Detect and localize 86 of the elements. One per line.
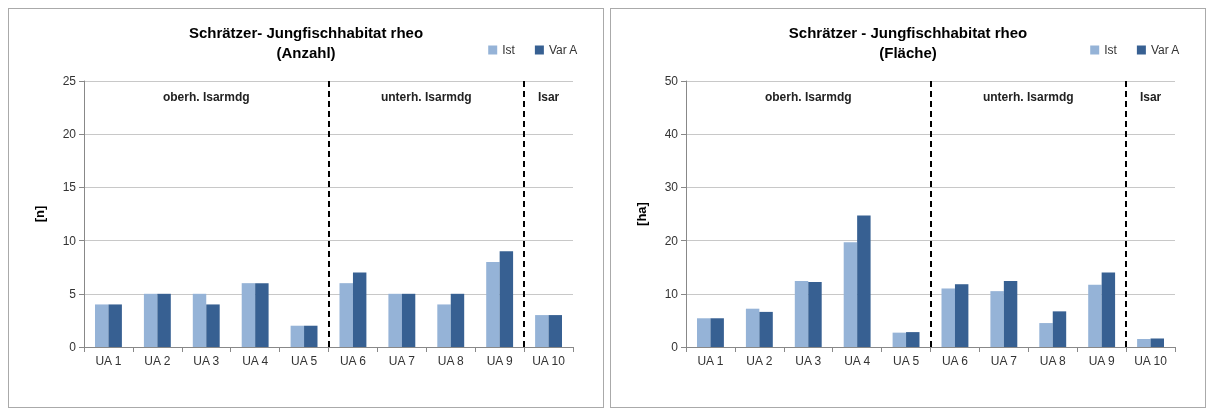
bar	[486, 261, 500, 347]
x-tick-label: UA 5	[893, 354, 920, 368]
bar	[1088, 284, 1102, 347]
bar	[108, 304, 122, 347]
bar	[388, 293, 402, 347]
chart-title: Schrätzer - Jungfischhabitat rheo (Fläche)	[788, 23, 1028, 61]
bar	[206, 304, 220, 347]
bar	[941, 288, 955, 347]
bar	[1101, 272, 1116, 347]
bar	[808, 282, 822, 347]
y-tick-label: 15	[62, 180, 77, 195]
bar	[906, 332, 920, 347]
x-tick-label: UA 3	[193, 354, 220, 368]
y-axis-title: [ha]	[634, 202, 649, 226]
bar	[954, 284, 969, 347]
x-tick-label: UA 1	[95, 354, 122, 368]
chart-title: Schrätzer- Jungfischhabitat rheo (Anzahl)	[188, 23, 424, 61]
x-tick-label: UA 4	[844, 354, 871, 368]
x-tick-label: UA 7	[990, 354, 1018, 368]
bar	[892, 332, 907, 347]
y-tick-label: 10	[62, 233, 77, 248]
annotation: Isar	[537, 90, 560, 104]
bar	[745, 308, 760, 347]
y-tick-label: 50	[664, 74, 679, 88]
x-tick-label: UA 9	[486, 354, 513, 368]
x-tick-label: UA 1	[697, 354, 724, 368]
y-tick-label: 5	[69, 286, 77, 301]
x-tick-label: UA 10	[1134, 354, 1168, 368]
bar	[157, 293, 171, 347]
bar	[1039, 323, 1053, 347]
bar	[95, 304, 109, 347]
x-tick-label: UA 8	[437, 354, 465, 368]
bar	[241, 283, 256, 347]
bar	[1052, 311, 1067, 347]
x-tick-label: UA 8	[1039, 354, 1067, 368]
annotation: unterh. Isarmdg	[982, 90, 1074, 104]
bar	[143, 293, 158, 347]
bar	[304, 325, 318, 347]
bar	[759, 311, 773, 347]
x-tick-label: UA 10	[532, 354, 566, 368]
bar	[352, 272, 367, 347]
bar	[1137, 339, 1151, 347]
x-tick-label: UA 7	[388, 354, 416, 368]
x-tick-label: UA 4	[242, 354, 269, 368]
bar	[857, 215, 871, 347]
bar	[339, 283, 353, 347]
bar	[1150, 338, 1164, 347]
y-tick-label: 0	[671, 340, 679, 354]
bar	[990, 291, 1004, 347]
y-tick-label: 20	[664, 233, 679, 248]
bar	[794, 281, 809, 347]
legend-label: Ist	[1104, 43, 1118, 57]
annotation: oberh. Isarmdg	[162, 90, 250, 104]
bar	[450, 293, 465, 347]
annotation: unterh. Isarmdg	[380, 90, 472, 104]
annotation: oberh. Isarmdg	[764, 90, 852, 104]
bar	[535, 315, 549, 347]
x-tick-label: UA 2	[144, 354, 171, 368]
x-tick-label: UA 5	[291, 354, 318, 368]
bar	[843, 242, 858, 347]
legend-label: Var A	[1150, 43, 1180, 57]
bar	[548, 315, 562, 347]
y-tick-label: 30	[664, 180, 679, 195]
bar	[697, 318, 711, 347]
bar	[499, 251, 514, 347]
y-tick-label: 25	[62, 74, 77, 88]
x-tick-label: UA 3	[795, 354, 822, 368]
y-tick-label: 20	[62, 127, 77, 142]
bar	[1003, 281, 1018, 347]
x-tick-label: UA 6	[339, 354, 367, 368]
x-tick-label: UA 9	[1088, 354, 1115, 368]
legend-label: Ist	[502, 43, 516, 57]
bar	[290, 325, 305, 347]
y-tick-label: 40	[664, 127, 679, 142]
x-tick-label: UA 6	[941, 354, 969, 368]
y-axis-title: [n]	[32, 205, 47, 223]
bar	[437, 304, 451, 347]
bar	[710, 318, 724, 347]
y-tick-label: 0	[69, 340, 77, 354]
x-tick-label: UA 2	[746, 354, 773, 368]
y-tick-label: 10	[664, 286, 679, 301]
legend-label: Var A	[548, 43, 578, 57]
bar	[401, 293, 416, 347]
bar	[255, 283, 269, 347]
annotation: Isar	[1139, 90, 1162, 104]
bar	[192, 293, 207, 347]
